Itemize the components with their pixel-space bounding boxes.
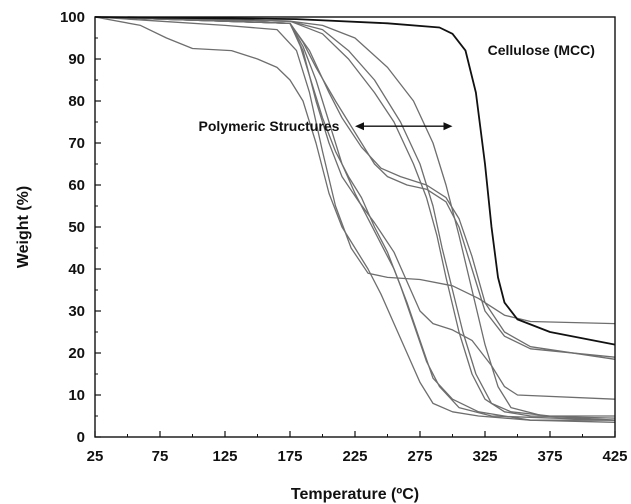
x-tick-label: 125 (212, 448, 237, 465)
x-axis-title: Temperature (ºC) (291, 486, 419, 503)
x-tick-label: 275 (407, 448, 432, 465)
y-tick-label: 0 (77, 429, 85, 446)
y-tick-label: 80 (68, 93, 85, 110)
x-tick-label: 75 (152, 448, 169, 465)
x-tick-label: 25 (87, 448, 104, 465)
x-tick-label: 175 (277, 448, 302, 465)
x-tick-label: 425 (602, 448, 627, 465)
y-tick-label: 50 (68, 219, 85, 236)
x-tick-label: 375 (537, 448, 562, 465)
x-axis-ticks: 25 75 125 175 225 275 325 375 425 (87, 431, 628, 465)
arrow-head-right (443, 122, 453, 131)
y-tick-label: 70 (68, 135, 85, 152)
series-line-cellulose (94, 16, 616, 346)
y-tick-label: 10 (68, 387, 85, 404)
y-tick-label: 100 (60, 9, 85, 26)
x-tick-label: 325 (472, 448, 497, 465)
series-line-polymeric-4 (94, 16, 615, 421)
plot-frame (94, 16, 616, 438)
series-line-polymeric-5 (94, 16, 616, 400)
series-line-polymeric-1 (94, 16, 616, 325)
y-tick-label: 20 (68, 345, 85, 362)
series-line-polymeric-9 (94, 16, 616, 423)
series-line-polymeric-10 (94, 16, 616, 421)
plot-lines (94, 16, 616, 423)
polymeric-annotation: Polymeric Structures (199, 118, 340, 134)
series-line-polymeric-6 (94, 16, 616, 419)
y-axis-title: Weight (%) (15, 186, 32, 268)
y-tick-label: 30 (68, 303, 85, 320)
y-tick-label: 60 (68, 177, 85, 194)
series-line-polymeric-7 (94, 16, 615, 417)
arrow-head-left (355, 122, 364, 131)
cellulose-annotation: Cellulose (MCC) (488, 42, 595, 58)
y-axis-ticks: 0 10 20 30 40 50 60 70 80 90 100 (60, 9, 101, 446)
double-arrow-annotation (355, 122, 453, 131)
y-tick-label: 90 (68, 51, 85, 68)
x-tick-label: 225 (342, 448, 367, 465)
y-tick-label: 40 (68, 261, 85, 278)
series-line-polymeric-8 (94, 16, 616, 421)
